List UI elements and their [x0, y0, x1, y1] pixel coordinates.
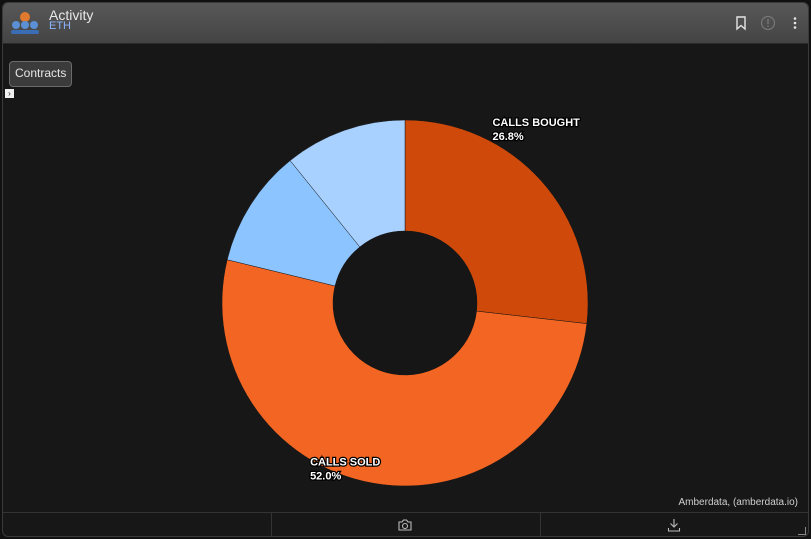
contracts-button[interactable]: Contracts: [9, 61, 73, 87]
more-vertical-icon[interactable]: [787, 15, 803, 31]
widget-title: Activity: [49, 7, 94, 23]
widget-subtitle: ETH: [49, 20, 71, 32]
attribution-text: Amberdata, (amberdata.io): [678, 497, 798, 508]
widget-footer: [3, 512, 808, 536]
camera-icon[interactable]: [397, 517, 413, 533]
footer-cell: [541, 513, 808, 536]
download-icon[interactable]: [666, 517, 682, 533]
slice-label: CALLS SOLD: [310, 456, 380, 468]
info-icon[interactable]: [760, 15, 776, 31]
footer-cell: [272, 513, 541, 536]
resize-handle-icon[interactable]: [798, 527, 806, 535]
footer-cell: [3, 513, 272, 536]
slice-percent-label: 26.8%: [492, 131, 523, 143]
expand-toggle-icon[interactable]: ›: [5, 89, 14, 98]
bookmark-icon[interactable]: [733, 15, 749, 31]
slice-label: CALLS BOUGHT: [492, 117, 580, 129]
widget-header: Activity ETH: [3, 3, 808, 44]
app-logo: [11, 12, 39, 34]
donut-chart: CALLS BOUGHT 26.8% CALLS SOLD 52.0%: [221, 116, 589, 487]
slice-percent-label: 52.0%: [310, 470, 341, 482]
donut-hole: [333, 231, 477, 375]
